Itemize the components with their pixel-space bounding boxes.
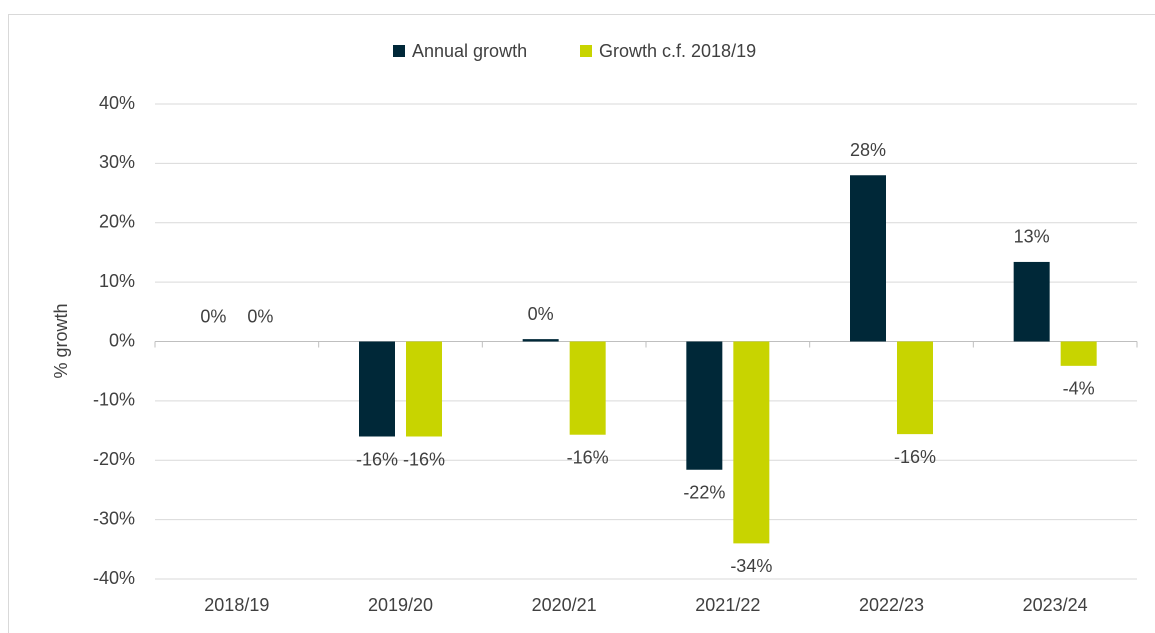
x-tick-label: 2018/19 [204,595,269,615]
data-label: -16% [894,447,936,467]
x-tick-label: 2023/24 [1023,595,1088,615]
y-tick-label: -10% [93,390,135,410]
bar [850,175,886,342]
data-label: -16% [567,447,609,467]
y-tick-label: -20% [93,449,135,469]
y-tick-label: -40% [93,568,135,588]
data-label: -16% [403,449,445,469]
x-tick-label: 2020/21 [532,595,597,615]
y-tick-label: 20% [99,212,135,232]
y-tick-label: 40% [99,93,135,113]
bar [1060,341,1097,366]
x-tick-label: 2019/20 [368,595,433,615]
bar [569,341,606,435]
data-label: 0% [200,306,226,326]
bar [522,339,559,342]
data-label: -16% [356,449,398,469]
bar [897,341,933,435]
y-tick-label: 0% [109,330,135,350]
data-label: -4% [1063,379,1095,399]
data-label: -22% [683,483,725,503]
bar [733,341,770,544]
bar [359,341,395,437]
chart-frame [8,14,1155,633]
legend-swatch [580,45,592,57]
x-tick-label: 2022/23 [859,595,924,615]
legend-swatch [393,45,405,57]
data-label: -34% [730,556,772,576]
data-label: 0% [247,306,273,326]
x-tick-label: 2021/22 [695,595,760,615]
y-tick-label: -30% [93,508,135,528]
legend-label: Growth c.f. 2018/19 [599,41,756,61]
y-axis-title: % growth [51,303,71,378]
bar [406,341,442,437]
bar [686,341,723,470]
y-tick-label: 10% [99,271,135,291]
y-tick-label: 30% [99,152,135,172]
bar [1013,261,1050,342]
data-label: 0% [528,304,554,324]
data-label: 28% [850,140,886,160]
legend-label: Annual growth [412,41,527,61]
data-label: 13% [1014,227,1050,247]
